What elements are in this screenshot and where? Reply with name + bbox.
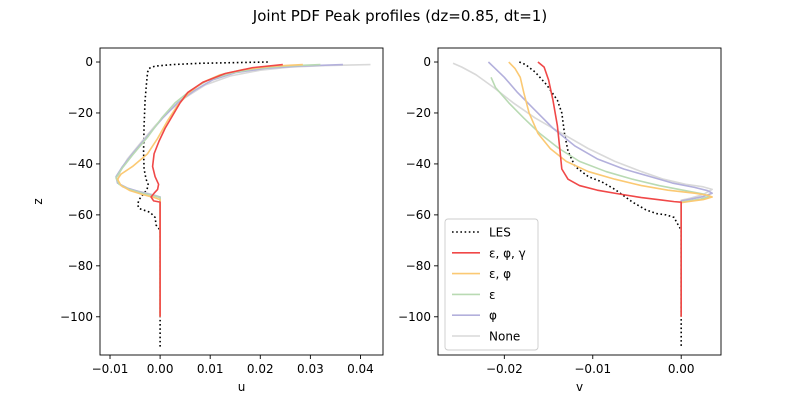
legend-label-les: LES [489,226,511,240]
v-ytick-label: −60 [406,208,431,222]
u-series-line-les [136,61,268,348]
legend-label-phi: φ [489,309,497,323]
legend: LES ε, φ, γ ε, φ εφ None [444,218,539,351]
v-series-line-les [519,61,682,348]
legend-label-epsilon: ε [489,288,496,302]
u-ytick-label: −20 [68,106,93,120]
u-series-line-epsilon-phi-gamma [150,63,283,317]
u-ytick-label: 0 [85,55,93,69]
v-series-line-phi [487,61,713,317]
v-series-line-epsilon [490,76,711,317]
u-series-line-phi [115,63,343,317]
u-xtick-label: 0.03 [297,362,324,376]
v-series-line-epsilon-phi [508,61,713,317]
v-series-line-none [452,62,713,317]
u-series-line-epsilon-phi [116,63,303,317]
v-ytick-label: −20 [406,106,431,120]
u-x-axis-label: u [238,380,246,394]
u-xtick-label: 0.01 [197,362,224,376]
v-series-group [452,61,713,348]
v-profile-plot: −0.02 −0.01 0.00 0 −20 −40 −60 −80 −100 v LES ε, φ,… [398,47,722,394]
u-xtick-label: 0.02 [247,362,274,376]
v-ytick-label: 0 [423,55,431,69]
v-ytick-label: −40 [406,157,431,171]
legend-label-none: None [489,330,520,344]
u-xtick-label: 0.04 [347,362,374,376]
u-xtick-label: −0.01 [92,362,129,376]
legend-label-epsilon-phi: ε, φ [489,267,511,281]
figure-title: Joint PDF Peak profiles (dz=0.85, dt=1) [252,7,547,25]
v-ytick-label: −100 [398,310,431,324]
u-axes-frame [99,47,384,356]
u-series-group [115,61,371,348]
v-series-line-epsilon-phi-gamma [537,61,682,317]
v-xtick-label: 0.00 [668,362,695,376]
v-x-axis-label: v [576,380,583,394]
u-ytick-label: −100 [60,310,93,324]
v-xtick-label: −0.01 [574,362,611,376]
legend-box [444,218,539,351]
v-axes-frame [437,47,722,356]
u-ytick-label: −60 [68,208,93,222]
v-xtick-label: −0.02 [486,362,523,376]
u-profile-plot: −0.01 0.00 0.01 0.02 0.03 0.04 0 −20 −40 −60 −80 −1… [31,47,384,394]
u-xtick-label: 0.00 [147,362,174,376]
legend-label-epsilon-phi-gamma: ε, φ, γ [489,246,526,260]
u-y-axis-label: z [31,198,45,204]
u-ytick-label: −40 [68,157,93,171]
v-ytick-label: −80 [406,259,431,273]
u-ytick-label: −80 [68,259,93,273]
u-series-line-epsilon [115,63,321,317]
